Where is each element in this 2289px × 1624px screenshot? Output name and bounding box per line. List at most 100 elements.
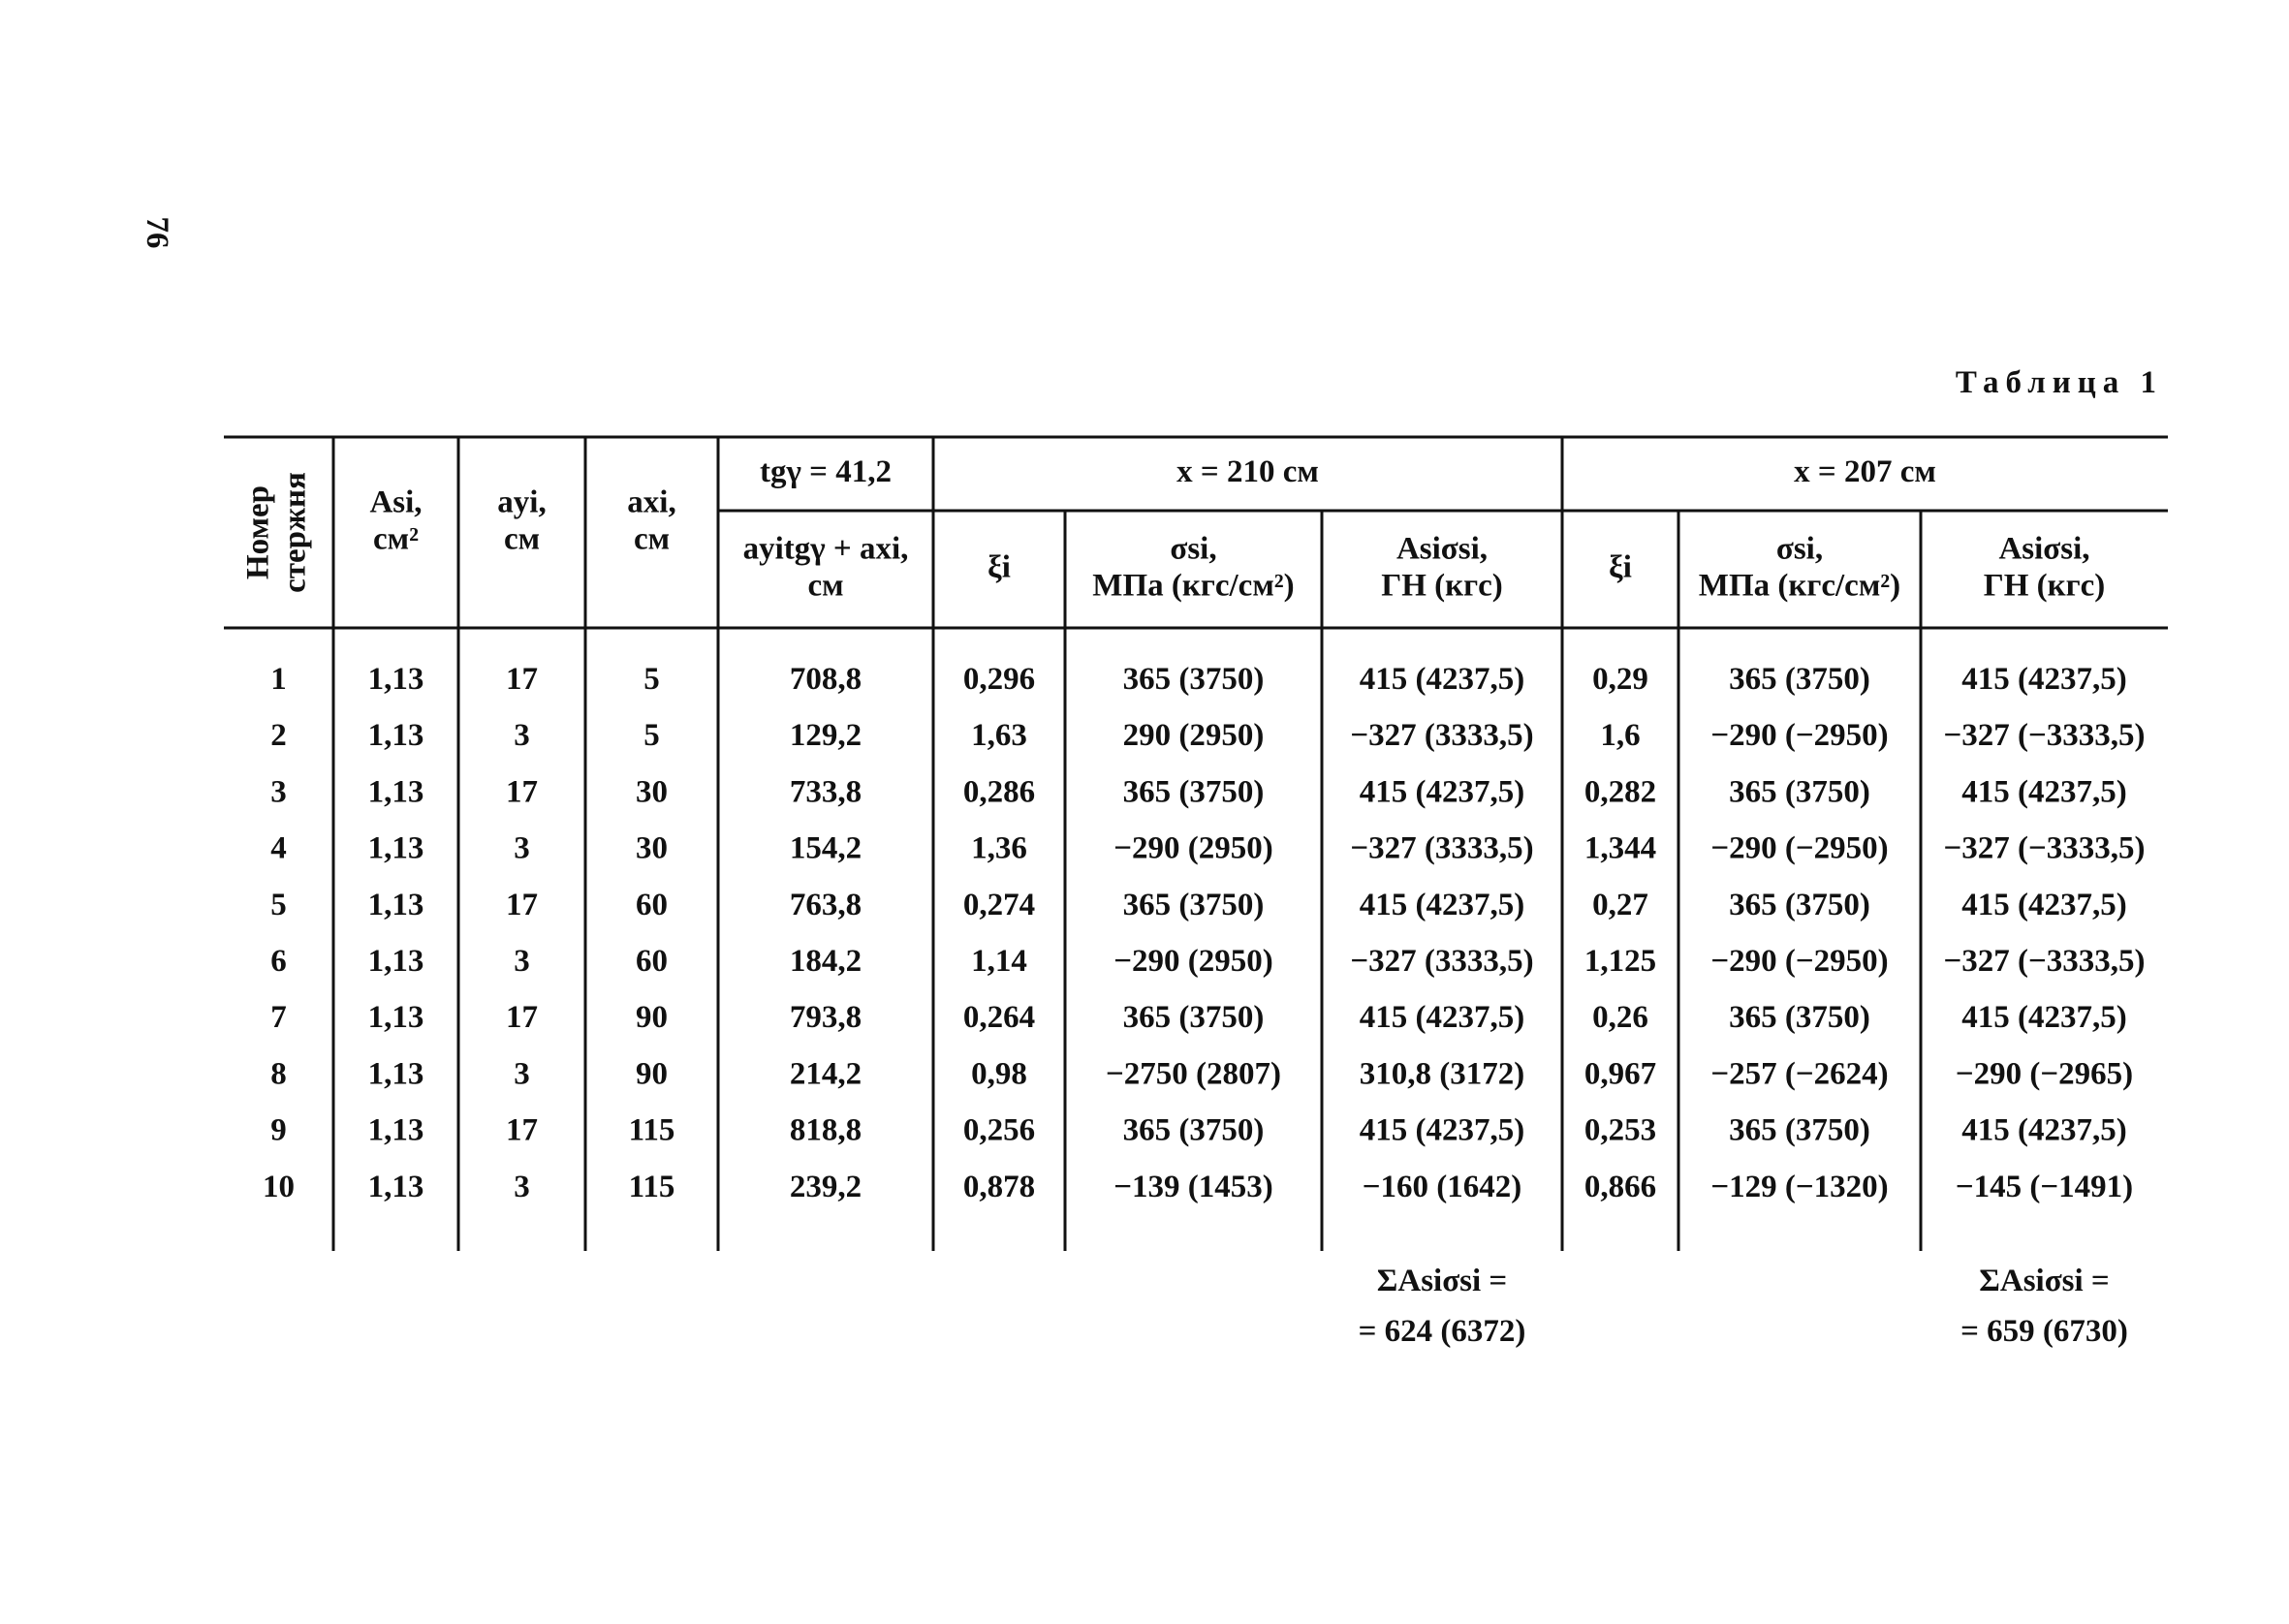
table-cell: 365 (3750) [1729, 774, 1870, 809]
table-cell: 0,27 [1592, 887, 1648, 921]
table-cell: 290 (2950) [1123, 718, 1265, 753]
table-cell: 30 [636, 830, 668, 865]
table-cell: 17 [506, 662, 538, 697]
table-cell: −327 (−3333,5) [1943, 718, 2145, 753]
table-cell: 763,8 [790, 887, 862, 921]
table-cell: 415 (4237,5) [1360, 662, 1524, 697]
table-cell: 214,2 [790, 1056, 862, 1091]
table-cell: 0,286 [963, 774, 1035, 809]
table-cell: 3 [514, 1169, 530, 1203]
table-cell: −290 (2950) [1113, 944, 1273, 979]
table-cell: 115 [629, 1169, 675, 1203]
table-cell: 6 [270, 944, 287, 979]
table-cell: 10 [263, 1169, 295, 1203]
table-cell: 1,344 [1584, 830, 1656, 865]
table-cell: −139 (1453) [1113, 1169, 1273, 1203]
table-cell: 0,98 [971, 1056, 1027, 1091]
header-cell: Номерстержня [240, 472, 312, 593]
table-cell: 365 (3750) [1729, 662, 1870, 697]
table-cell: −160 (1642) [1363, 1169, 1522, 1203]
table-cell: 3 [270, 774, 287, 809]
table-cell: 3 [514, 1056, 530, 1091]
header-group: x = 210 см [1176, 454, 1319, 489]
table-cell: 793,8 [790, 1000, 862, 1035]
table-cell: 1,13 [368, 830, 424, 865]
header-cell: ayi, см [497, 484, 546, 556]
table-cell: 1,13 [368, 1169, 424, 1203]
table-cell: −290 (−2950) [1710, 830, 1888, 865]
table-cell: −327 (3333,5) [1350, 944, 1533, 979]
table-cell: −327 (−3333,5) [1943, 944, 2145, 979]
table-caption: Таблица 1 [1956, 365, 2163, 400]
table-cell: 365 (3750) [1729, 887, 1870, 921]
table-cell: 17 [506, 1112, 538, 1147]
table-cell: 0,26 [1592, 1000, 1648, 1035]
header-subcell: ξi [988, 549, 1011, 584]
table-cell: 1,13 [368, 1000, 424, 1035]
table-cell: 30 [636, 774, 668, 809]
table-cell: 1 [270, 662, 287, 697]
table-cell: 5 [643, 662, 660, 697]
table-cell: 0,866 [1584, 1169, 1656, 1203]
table-cell: 1,13 [368, 718, 424, 753]
table-cell: 708,8 [790, 662, 862, 697]
header-subcell: Asiσsi, ГН (кгс) [1381, 531, 1503, 603]
table-cell: 3 [514, 718, 530, 753]
table-cell: 90 [636, 1000, 668, 1035]
table-cell: 5 [643, 718, 660, 753]
table-cell: 818,8 [790, 1112, 862, 1147]
table-cell: 1,13 [368, 1056, 424, 1091]
table-cell: 365 (3750) [1729, 1112, 1870, 1147]
table-cell: 1,14 [971, 944, 1027, 979]
table-cell: 365 (3750) [1123, 1000, 1265, 1035]
table-cell: 415 (4237,5) [1961, 887, 2126, 921]
table-cell: 60 [636, 887, 668, 921]
table-cell: 1,6 [1600, 718, 1640, 753]
header-cell: Asi, см² [369, 484, 422, 556]
table-cell: 0,282 [1584, 774, 1656, 809]
header-cell: tgγ = 41,2 [760, 454, 892, 489]
sum-note: ΣAsiσsi = = 659 (6730) [1960, 1264, 2128, 1349]
table-cell: 415 (4237,5) [1360, 1000, 1524, 1035]
table-cell: 0,967 [1584, 1056, 1656, 1091]
table-cell: 17 [506, 1000, 538, 1035]
table-cell: 154,2 [790, 830, 862, 865]
table-cell: −145 (−1491) [1956, 1169, 2133, 1203]
table-cell: 90 [636, 1056, 668, 1091]
table-cell: −327 (−3333,5) [1943, 830, 2145, 865]
table-cell: −290 (−2950) [1710, 944, 1888, 979]
table-cell: 1,13 [368, 774, 424, 809]
table-cell: 0,296 [963, 662, 1035, 697]
table-cell: 239,2 [790, 1169, 862, 1203]
table-cell: 4 [270, 830, 287, 865]
table-cell: 115 [629, 1112, 675, 1147]
table-cell: 3 [514, 944, 530, 979]
table-cell: 60 [636, 944, 668, 979]
header-subcell: σsi, МПа (кгс/см²) [1699, 531, 1900, 603]
table-cell: 1,36 [971, 830, 1027, 865]
table-cell: 365 (3750) [1123, 887, 1265, 921]
table-cell: 1,63 [971, 718, 1027, 753]
table-cell: 0,29 [1592, 662, 1648, 697]
table-cell: 8 [270, 1056, 287, 1091]
table-cell: −290 (−2965) [1956, 1056, 2133, 1091]
table-cell: 415 (4237,5) [1961, 1112, 2126, 1147]
header-subcell: ξi [1609, 549, 1632, 584]
table-cell: −290 (−2950) [1710, 718, 1888, 753]
table-cell: 365 (3750) [1729, 1000, 1870, 1035]
table-cell: −257 (−2624) [1710, 1056, 1888, 1091]
table-cell: −327 (3333,5) [1350, 830, 1533, 865]
header-subcell: ayitgγ + axi, см [743, 531, 909, 603]
table-cell: 1,125 [1584, 944, 1656, 979]
table-cell: 2 [270, 718, 287, 753]
table-cell: 0,878 [963, 1169, 1035, 1203]
table-cell: 0,274 [963, 887, 1035, 921]
page-number: 76 [140, 217, 174, 249]
table-cell: 3 [514, 830, 530, 865]
table-cell: 415 (4237,5) [1360, 1112, 1524, 1147]
table-cell: 17 [506, 887, 538, 921]
table-cell: 365 (3750) [1123, 662, 1265, 697]
table-cell: −327 (3333,5) [1350, 718, 1533, 753]
header-subcell: Asiσsi, ГН (кгс) [1984, 531, 2106, 603]
